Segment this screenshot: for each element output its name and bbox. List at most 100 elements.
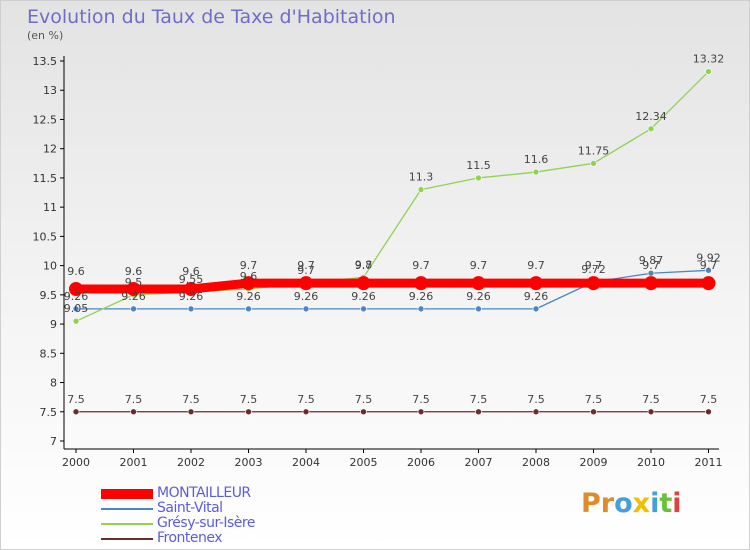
data-point [532,408,540,416]
data-point [705,408,712,416]
data-label: 9.92 [696,251,721,264]
data-label: 9.6 [240,270,258,283]
data-label: 9.7 [240,259,258,272]
data-point [126,282,141,296]
data-point [417,408,425,416]
data-label: 9.7 [585,259,603,272]
data-label: 7.5 [585,393,603,406]
data-label: 9.7 [700,259,718,272]
y-tick-label: 11.5 [33,172,58,185]
data-label: 9.7 [412,259,430,272]
data-label: 7.5 [125,393,143,406]
data-point [245,408,252,416]
data-point [72,317,80,325]
data-label: 7.5 [527,393,545,406]
x-tick-label: 2000 [62,456,90,469]
y-tick-label: 10 [43,260,57,273]
x-tick-label: 2005 [350,456,378,469]
data-point [417,305,425,313]
data-point [417,186,425,193]
data-label: 9.26 [121,290,146,303]
legend-item: Grésy-sur-Isère [101,516,255,531]
data-point [475,408,482,416]
data-label: 7.5 [412,393,430,406]
data-point [590,408,597,416]
legend-swatch [101,507,153,510]
brand-letter: i [650,488,660,519]
legend-item: Frontenex [101,531,255,546]
data-point [701,276,716,291]
data-label: 7.5 [355,393,373,406]
data-label: 9.05 [64,302,89,315]
data-label: 9.7 [470,259,488,272]
data-point [360,305,367,313]
data-point [586,276,601,291]
x-tick-label: 2003 [235,456,263,469]
data-label: 7.5 [67,393,85,406]
data-label: 9.26 [294,290,319,303]
data-point [130,305,137,313]
data-label: 9.6 [125,265,143,278]
x-tick-label: 2008 [522,456,550,469]
y-axis-unit-label: (en %) [27,29,64,42]
data-label: 9.7 [355,259,373,272]
data-label: 11.3 [409,171,434,184]
legend-label: Frontenex [157,530,223,546]
data-label: 9.5 [125,276,143,289]
data-label: 9.26 [524,290,549,303]
data-point [647,125,655,133]
data-point [471,276,486,291]
data-label: 9.26 [236,290,261,303]
data-point [187,305,195,313]
data-label: 9.7 [642,259,660,272]
data-label: 7.5 [182,393,200,406]
data-point [475,174,482,182]
data-label: 9.7 [297,264,315,277]
y-tick-label: 11 [43,201,57,214]
legend-item: Saint-Vital [101,501,255,516]
data-label: 7.5 [470,393,488,406]
data-point [302,408,310,416]
y-tick-label: 7 [50,435,57,448]
data-point [705,266,712,274]
y-tick-label: 8.5 [40,347,58,360]
chart-legend: MONTAILLEUR Saint-Vital Grésy-sur-Isère Fro… [101,486,255,546]
data-label: 12.34 [635,110,667,123]
data-label: 11.5 [466,159,491,172]
data-label: 9.7 [527,259,545,272]
legend-label: MONTAILLEUR [157,485,251,501]
data-label: 9.6 [182,265,200,278]
y-tick-label: 9.5 [40,289,58,302]
y-tick-label: 7.5 [40,406,58,419]
data-point [299,276,313,291]
x-tick-label: 2002 [177,456,205,469]
data-point [644,276,658,291]
data-point [302,305,310,313]
y-tick-label: 8 [50,377,57,390]
data-label: 7.5 [700,393,718,406]
data-point [532,168,540,176]
series-line [76,278,709,294]
x-tick-label: 2007 [465,456,493,469]
legend-swatch [101,537,153,540]
y-tick-label: 10.5 [33,230,58,243]
brand-logo: Proxiti [581,488,682,519]
x-tick-label: 2011 [695,456,723,469]
data-point [590,160,597,167]
y-tick-label: 13.5 [33,55,58,68]
data-label: 13.32 [693,53,725,66]
data-point [475,305,482,313]
y-tick-label: 12 [43,143,57,156]
data-label: 9.72 [581,263,606,276]
data-label: 9.8 [355,258,373,271]
brand-letter: t [659,488,673,519]
data-point [705,68,712,75]
data-label: 7.5 [297,393,315,406]
data-label: 9.7 [297,259,315,272]
legend-swatch [101,522,153,525]
y-tick-label: 13 [43,84,57,97]
data-label: 7.5 [240,393,258,406]
data-label: 7.5 [642,393,660,406]
